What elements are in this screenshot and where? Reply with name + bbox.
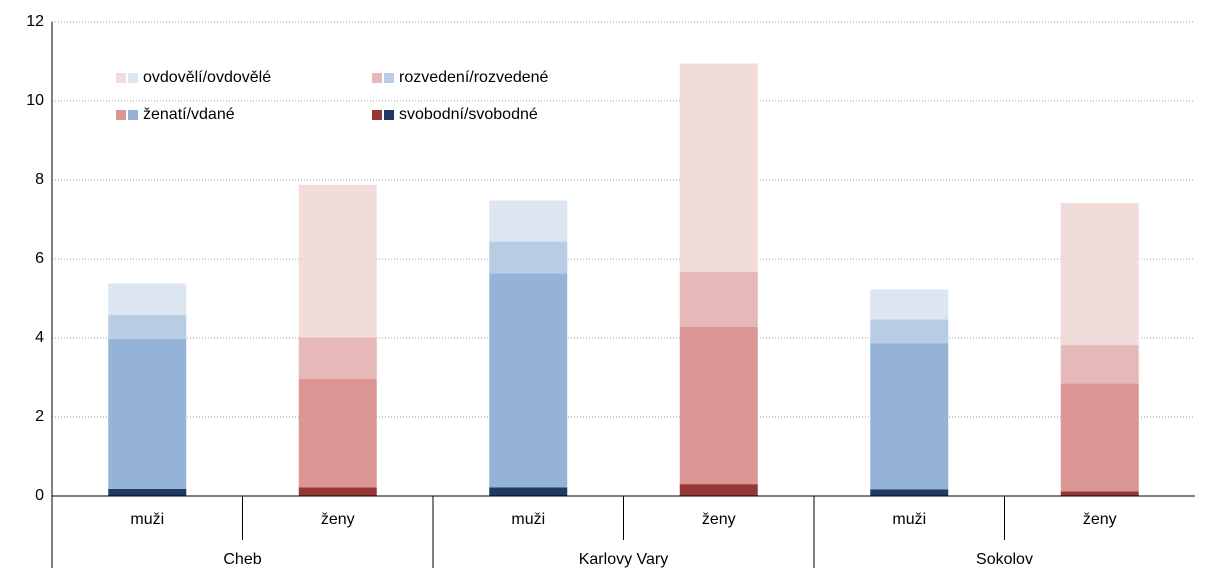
group-label: Karlovy Vary: [579, 551, 669, 568]
x-tick-label: ženy: [1083, 511, 1117, 528]
bar-segment: [489, 200, 568, 242]
bar-segment: [1060, 345, 1139, 384]
bar-segment: [679, 484, 758, 496]
legend-swatch: [384, 73, 394, 83]
legend-swatch: [128, 110, 138, 120]
bar-segment: [1060, 383, 1139, 492]
legend-label: rozvedení/rozvedené: [399, 69, 549, 86]
group-label: Sokolov: [976, 551, 1033, 568]
bar-segment: [298, 378, 377, 488]
bar-segment: [298, 184, 377, 338]
bar-segment: [679, 326, 758, 485]
bar-segment: [298, 337, 377, 379]
x-tick-label: ženy: [321, 511, 355, 528]
legend-label: ovdovělí/ovdovělé: [143, 69, 271, 86]
bar-segment: [1060, 202, 1139, 346]
legend-swatch: [116, 73, 126, 83]
legend-swatch: [116, 110, 126, 120]
bar-segment: [489, 241, 568, 274]
y-tick-label: 8: [35, 171, 44, 188]
y-tick-label: 6: [35, 250, 44, 267]
y-tick-label: 4: [35, 329, 44, 346]
bar-segment: [489, 273, 568, 488]
bar-segment: [870, 319, 949, 344]
bar-segment: [298, 487, 377, 496]
bar-segment: [489, 487, 568, 496]
legend-swatch: [384, 110, 394, 120]
bar-segment: [108, 488, 187, 496]
y-tick-label: 2: [35, 408, 44, 425]
bar-segment: [679, 63, 758, 272]
y-tick-label: 0: [35, 487, 44, 504]
legend-swatch: [372, 110, 382, 120]
x-tick-label: ženy: [702, 511, 736, 528]
legend-swatch: [128, 73, 138, 83]
bar-segment: [1060, 491, 1139, 496]
x-tick-label: muži: [892, 511, 926, 528]
bar-segment: [108, 338, 187, 489]
legend-swatch: [372, 73, 382, 83]
group-label: Cheb: [223, 551, 261, 568]
y-tick-label: 12: [26, 13, 44, 30]
bar-segment: [870, 489, 949, 496]
legend-label: ženatí/vdané: [143, 106, 235, 123]
bar-segment: [108, 283, 187, 316]
x-tick-label: muži: [511, 511, 545, 528]
legend-label: svobodní/svobodné: [399, 106, 538, 123]
x-tick-label: muži: [130, 511, 164, 528]
bar-segment: [870, 343, 949, 490]
bar-segment: [108, 315, 187, 339]
bar-segment: [679, 271, 758, 327]
y-tick-label: 10: [26, 92, 44, 109]
bar-segment: [870, 289, 949, 320]
